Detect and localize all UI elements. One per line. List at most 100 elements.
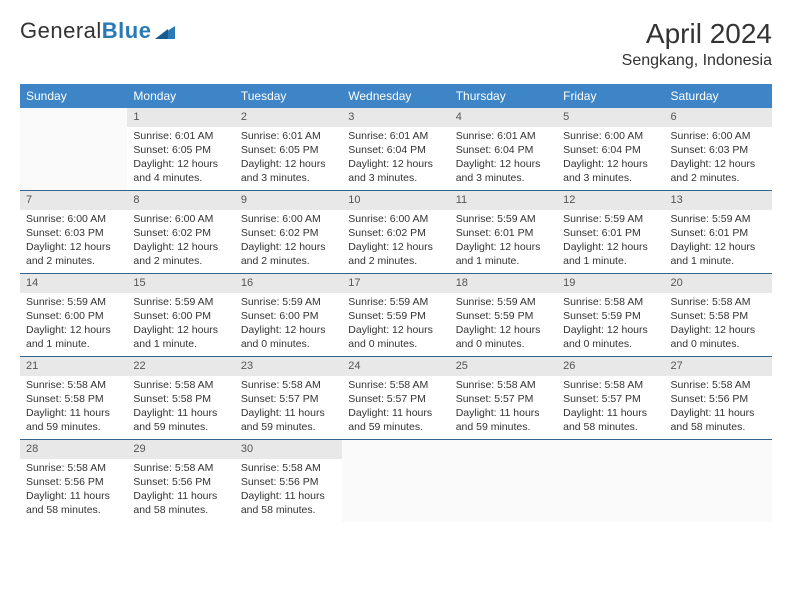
calendar-body: 1Sunrise: 6:01 AMSunset: 6:05 PMDaylight… xyxy=(20,108,772,522)
sunrise-line: Sunrise: 5:59 AM xyxy=(563,212,658,226)
day-body: Sunrise: 5:58 AMSunset: 5:56 PMDaylight:… xyxy=(20,459,127,522)
sunset-line: Sunset: 6:00 PM xyxy=(26,309,121,323)
sunset-line: Sunset: 6:02 PM xyxy=(241,226,336,240)
calendar-day: 13Sunrise: 5:59 AMSunset: 6:01 PMDayligh… xyxy=(665,191,772,273)
daylight-line: Daylight: 12 hours and 1 minute. xyxy=(456,240,551,268)
day-number: 26 xyxy=(557,357,664,376)
sunset-line: Sunset: 5:59 PM xyxy=(348,309,443,323)
day-body: Sunrise: 5:59 AMSunset: 6:00 PMDaylight:… xyxy=(235,293,342,356)
day-number: 21 xyxy=(20,357,127,376)
sunset-line: Sunset: 6:00 PM xyxy=(241,309,336,323)
calendar-day: 25Sunrise: 5:58 AMSunset: 5:57 PMDayligh… xyxy=(450,357,557,439)
daylight-line: Daylight: 12 hours and 1 minute. xyxy=(133,323,228,351)
daylight-line: Daylight: 11 hours and 58 minutes. xyxy=(241,489,336,517)
sunrise-line: Sunrise: 5:58 AM xyxy=(241,461,336,475)
sunset-line: Sunset: 6:00 PM xyxy=(133,309,228,323)
calendar-day: 5Sunrise: 6:00 AMSunset: 6:04 PMDaylight… xyxy=(557,108,664,190)
day-body: Sunrise: 6:01 AMSunset: 6:04 PMDaylight:… xyxy=(450,127,557,190)
calendar-day: 19Sunrise: 5:58 AMSunset: 5:59 PMDayligh… xyxy=(557,274,664,356)
daylight-line: Daylight: 12 hours and 3 minutes. xyxy=(563,157,658,185)
day-body: Sunrise: 5:59 AMSunset: 5:59 PMDaylight:… xyxy=(342,293,449,356)
day-number: 8 xyxy=(127,191,234,210)
daylight-line: Daylight: 12 hours and 1 minute. xyxy=(671,240,766,268)
sunset-line: Sunset: 6:02 PM xyxy=(348,226,443,240)
sunrise-line: Sunrise: 5:58 AM xyxy=(563,295,658,309)
sunset-line: Sunset: 5:56 PM xyxy=(26,475,121,489)
weekday-header: Saturday xyxy=(665,84,772,108)
calendar-day: 20Sunrise: 5:58 AMSunset: 5:58 PMDayligh… xyxy=(665,274,772,356)
calendar-day: 17Sunrise: 5:59 AMSunset: 5:59 PMDayligh… xyxy=(342,274,449,356)
weekday-header: Tuesday xyxy=(235,84,342,108)
sunrise-line: Sunrise: 5:58 AM xyxy=(348,378,443,392)
calendar-day-blank xyxy=(450,440,557,522)
sunrise-line: Sunrise: 5:59 AM xyxy=(26,295,121,309)
sunrise-line: Sunrise: 5:59 AM xyxy=(348,295,443,309)
day-body: Sunrise: 6:00 AMSunset: 6:02 PMDaylight:… xyxy=(342,210,449,273)
day-body: Sunrise: 5:59 AMSunset: 6:00 PMDaylight:… xyxy=(20,293,127,356)
day-body: Sunrise: 5:58 AMSunset: 5:57 PMDaylight:… xyxy=(235,376,342,439)
daylight-line: Daylight: 12 hours and 3 minutes. xyxy=(348,157,443,185)
daylight-line: Daylight: 11 hours and 59 minutes. xyxy=(456,406,551,434)
weekday-header: Friday xyxy=(557,84,664,108)
daylight-line: Daylight: 12 hours and 2 minutes. xyxy=(133,240,228,268)
day-number: 29 xyxy=(127,440,234,459)
daylight-line: Daylight: 11 hours and 58 minutes. xyxy=(563,406,658,434)
sunrise-line: Sunrise: 6:01 AM xyxy=(456,129,551,143)
sunset-line: Sunset: 5:57 PM xyxy=(563,392,658,406)
calendar-day-blank xyxy=(557,440,664,522)
day-number: 24 xyxy=(342,357,449,376)
sunset-line: Sunset: 6:05 PM xyxy=(241,143,336,157)
day-body: Sunrise: 5:58 AMSunset: 5:56 PMDaylight:… xyxy=(235,459,342,522)
sunset-line: Sunset: 5:56 PM xyxy=(241,475,336,489)
calendar-day: 18Sunrise: 5:59 AMSunset: 5:59 PMDayligh… xyxy=(450,274,557,356)
sunrise-line: Sunrise: 6:00 AM xyxy=(26,212,121,226)
calendar-day: 2Sunrise: 6:01 AMSunset: 6:05 PMDaylight… xyxy=(235,108,342,190)
day-number: 30 xyxy=(235,440,342,459)
day-body: Sunrise: 5:58 AMSunset: 5:56 PMDaylight:… xyxy=(665,376,772,439)
daylight-line: Daylight: 11 hours and 59 minutes. xyxy=(26,406,121,434)
sunrise-line: Sunrise: 5:58 AM xyxy=(671,378,766,392)
calendar-header-row: SundayMondayTuesdayWednesdayThursdayFrid… xyxy=(20,84,772,108)
sunrise-line: Sunrise: 5:59 AM xyxy=(456,295,551,309)
day-body: Sunrise: 6:00 AMSunset: 6:02 PMDaylight:… xyxy=(127,210,234,273)
calendar-day-blank xyxy=(665,440,772,522)
day-number: 25 xyxy=(450,357,557,376)
daylight-line: Daylight: 12 hours and 3 minutes. xyxy=(241,157,336,185)
day-body: Sunrise: 6:00 AMSunset: 6:03 PMDaylight:… xyxy=(665,127,772,190)
calendar-day: 10Sunrise: 6:00 AMSunset: 6:02 PMDayligh… xyxy=(342,191,449,273)
day-body: Sunrise: 5:58 AMSunset: 5:56 PMDaylight:… xyxy=(127,459,234,522)
daylight-line: Daylight: 12 hours and 2 minutes. xyxy=(26,240,121,268)
daylight-line: Daylight: 12 hours and 2 minutes. xyxy=(348,240,443,268)
sunrise-line: Sunrise: 5:59 AM xyxy=(133,295,228,309)
calendar-week: 21Sunrise: 5:58 AMSunset: 5:58 PMDayligh… xyxy=(20,356,772,439)
daylight-line: Daylight: 12 hours and 2 minutes. xyxy=(671,157,766,185)
calendar-week: 7Sunrise: 6:00 AMSunset: 6:03 PMDaylight… xyxy=(20,190,772,273)
calendar-day: 6Sunrise: 6:00 AMSunset: 6:03 PMDaylight… xyxy=(665,108,772,190)
sunset-line: Sunset: 5:59 PM xyxy=(563,309,658,323)
calendar-day-blank xyxy=(342,440,449,522)
day-body: Sunrise: 5:58 AMSunset: 5:57 PMDaylight:… xyxy=(450,376,557,439)
calendar-day: 8Sunrise: 6:00 AMSunset: 6:02 PMDaylight… xyxy=(127,191,234,273)
sunrise-line: Sunrise: 6:00 AM xyxy=(241,212,336,226)
sunrise-line: Sunrise: 5:58 AM xyxy=(563,378,658,392)
sunset-line: Sunset: 6:01 PM xyxy=(671,226,766,240)
daylight-line: Daylight: 12 hours and 1 minute. xyxy=(26,323,121,351)
calendar-day: 14Sunrise: 5:59 AMSunset: 6:00 PMDayligh… xyxy=(20,274,127,356)
sunset-line: Sunset: 6:01 PM xyxy=(456,226,551,240)
sunrise-line: Sunrise: 6:00 AM xyxy=(563,129,658,143)
sunset-line: Sunset: 6:02 PM xyxy=(133,226,228,240)
daylight-line: Daylight: 12 hours and 4 minutes. xyxy=(133,157,228,185)
header: GeneralBlue April 2024 Sengkang, Indones… xyxy=(20,18,772,70)
sunrise-line: Sunrise: 5:58 AM xyxy=(241,378,336,392)
day-number: 7 xyxy=(20,191,127,210)
sunrise-line: Sunrise: 5:58 AM xyxy=(26,378,121,392)
calendar-day: 9Sunrise: 6:00 AMSunset: 6:02 PMDaylight… xyxy=(235,191,342,273)
logo-triangle-icon xyxy=(155,23,175,39)
calendar-day: 23Sunrise: 5:58 AMSunset: 5:57 PMDayligh… xyxy=(235,357,342,439)
calendar-day: 29Sunrise: 5:58 AMSunset: 5:56 PMDayligh… xyxy=(127,440,234,522)
calendar-day: 3Sunrise: 6:01 AMSunset: 6:04 PMDaylight… xyxy=(342,108,449,190)
sunrise-line: Sunrise: 6:00 AM xyxy=(671,129,766,143)
daylight-line: Daylight: 11 hours and 58 minutes. xyxy=(26,489,121,517)
sunrise-line: Sunrise: 5:58 AM xyxy=(133,461,228,475)
day-number: 16 xyxy=(235,274,342,293)
